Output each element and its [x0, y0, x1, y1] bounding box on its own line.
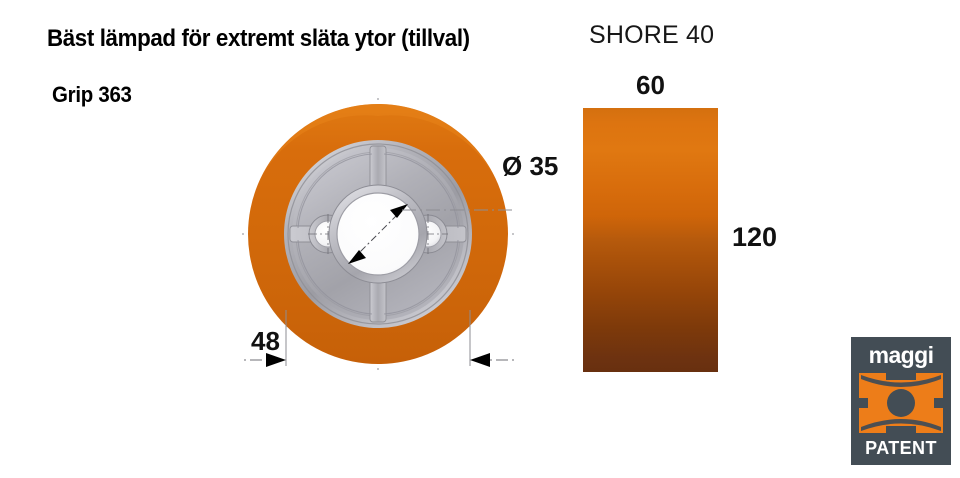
product-name: Grip 363 [52, 82, 132, 107]
hub-rim-groove-1 [287, 143, 469, 325]
dimension-width-top: 60 [636, 70, 665, 100]
page-title: Bäst lämpad för extremt släta ytor (till… [47, 25, 470, 52]
logo-tagline-text: PATENT [865, 438, 937, 458]
maggi-patent-logo: maggi PATENT [851, 337, 951, 465]
shore-hardness-label: SHORE 40 [589, 21, 715, 49]
maggi-wheel-mark-icon [859, 373, 943, 433]
dimension-bore-diameter: Ø 35 [502, 151, 559, 181]
dimension-height-side: 120 [732, 222, 778, 252]
wheel-front-view-icon [242, 98, 514, 370]
arrowhead-lower-left [348, 250, 366, 264]
wheel-side-view-icon [583, 108, 718, 372]
tire-highlight [262, 104, 494, 176]
dimension-hub-width: 48 [251, 326, 280, 356]
arrowhead-upper-right [390, 204, 408, 218]
logo-brand-text: maggi [868, 342, 934, 368]
hub-width-dimension [242, 310, 514, 367]
arrowhead-right-inward [470, 353, 490, 367]
hub-web-pockets [297, 153, 459, 315]
bore-diameter-dimension [348, 204, 408, 264]
arrowhead-left-inward [266, 353, 286, 367]
